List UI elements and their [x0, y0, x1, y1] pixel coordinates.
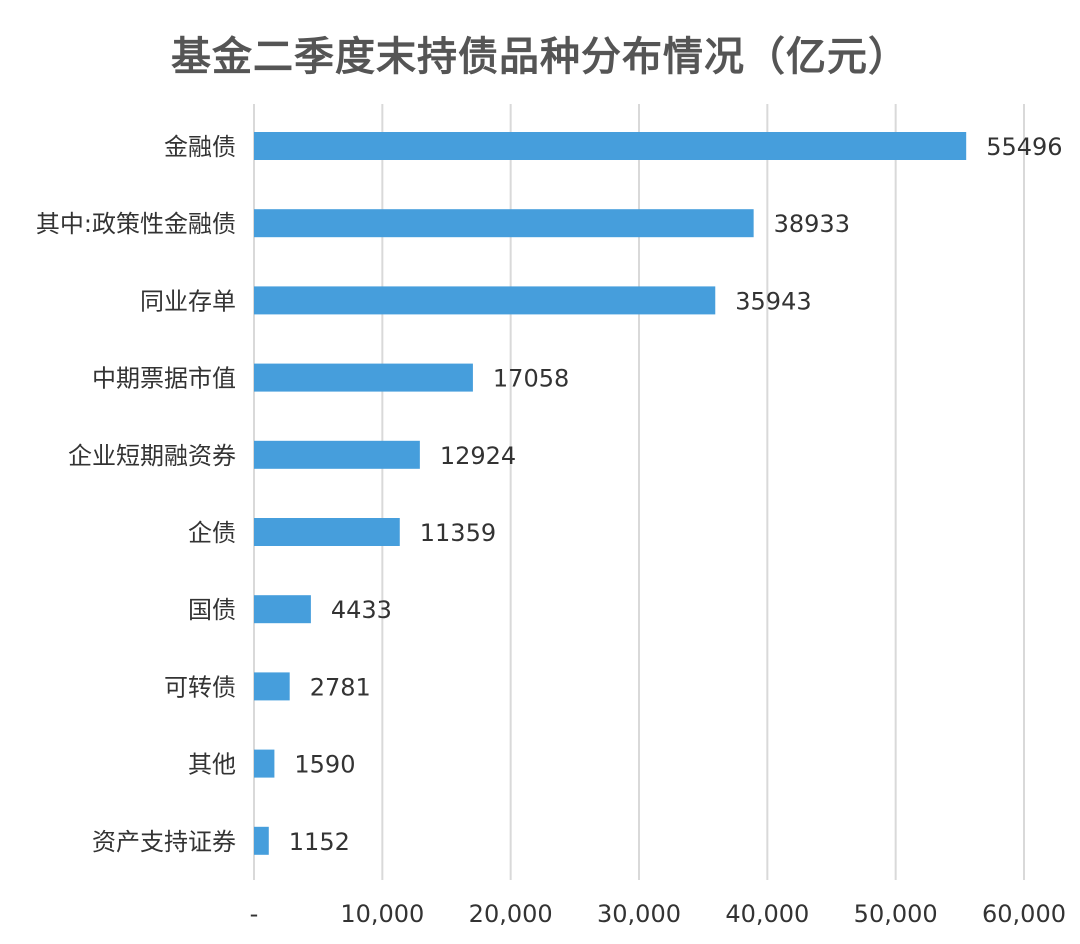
- x-tick-label: 40,000: [725, 900, 809, 928]
- x-tick-label: 30,000: [597, 900, 681, 928]
- category-label: 国债: [188, 596, 236, 624]
- bar: [254, 826, 269, 855]
- x-tick-label: -: [250, 900, 259, 928]
- data-label: 1590: [294, 751, 355, 779]
- data-label: 1152: [289, 828, 350, 856]
- category-label: 同业存单: [140, 287, 236, 315]
- data-label: 12924: [440, 442, 516, 470]
- data-label: 38933: [774, 210, 850, 238]
- bar: [254, 440, 420, 469]
- category-label: 资产支持证券: [92, 828, 236, 856]
- x-tick-label: 60,000: [982, 900, 1066, 928]
- bar: [254, 363, 473, 392]
- category-label: 其他: [188, 751, 236, 779]
- bar: [254, 595, 311, 624]
- category-label: 其中:政策性金融债: [36, 210, 236, 238]
- bar: [254, 132, 967, 160]
- data-label: 55496: [986, 133, 1062, 161]
- data-label: 17058: [493, 365, 569, 393]
- bar: [254, 518, 400, 546]
- chart-title: 基金二季度末持债品种分布情况（亿元）: [171, 34, 909, 80]
- category-label: 金融债: [164, 133, 236, 161]
- data-label: 35943: [735, 287, 811, 315]
- bar: [254, 749, 275, 778]
- category-label: 可转债: [164, 673, 236, 701]
- data-label: 11359: [420, 519, 496, 547]
- bar: [254, 286, 716, 315]
- x-tick-label: 20,000: [469, 900, 553, 928]
- x-tick-label: 50,000: [854, 900, 938, 928]
- category-label: 企债: [188, 519, 236, 547]
- labels: - 10,000 20,000 30,000 40,000 50,000 60,000 金融债…: [36, 133, 1066, 928]
- bar: [254, 672, 290, 701]
- x-tick-label: 10,000: [340, 900, 424, 928]
- data-label: 4433: [331, 596, 392, 624]
- bars: [254, 132, 967, 855]
- bar: [254, 209, 754, 238]
- category-label: 中期票据市值: [92, 365, 236, 393]
- data-label: 2781: [310, 673, 371, 701]
- category-label: 企业短期融资券: [68, 442, 236, 470]
